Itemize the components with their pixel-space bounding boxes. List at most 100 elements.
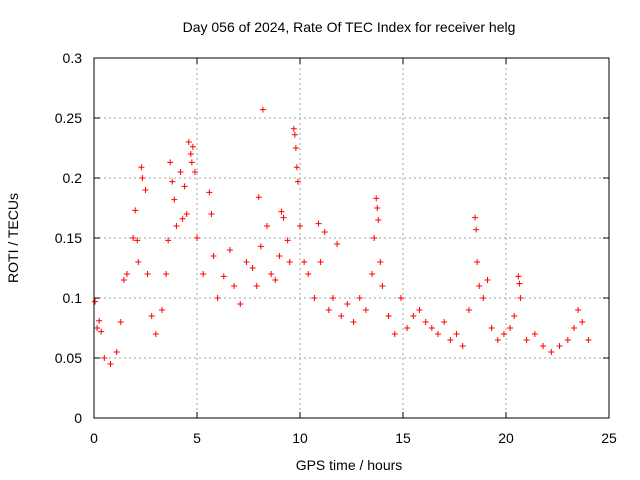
data-point: [231, 283, 238, 289]
data-point: [272, 277, 279, 283]
data-point: [264, 223, 271, 229]
data-point: [163, 271, 170, 277]
data-point: [123, 271, 130, 277]
data-points: [92, 106, 592, 367]
data-point: [220, 273, 227, 280]
chart-title: Day 056 of 2024, Rate Of TEC Index for r…: [183, 19, 516, 35]
data-point: [113, 349, 120, 355]
data-point: [473, 226, 480, 233]
data-point: [500, 331, 507, 337]
x-tick-label: 20: [498, 430, 514, 446]
data-point: [585, 337, 592, 343]
data-point: [134, 237, 141, 244]
data-point: [144, 271, 151, 277]
data-point: [179, 215, 186, 222]
data-point: [362, 307, 369, 313]
data-point: [286, 259, 293, 265]
data-point: [570, 325, 577, 331]
data-point: [379, 283, 386, 289]
data-point: [249, 265, 256, 271]
data-point: [173, 223, 180, 229]
data-point: [371, 235, 378, 241]
data-point: [96, 317, 103, 324]
data-point: [516, 280, 523, 287]
data-point: [188, 159, 195, 166]
data-point: [237, 301, 244, 307]
data-point: [148, 313, 155, 319]
data-point: [169, 178, 176, 185]
data-point: [280, 214, 287, 221]
data-point: [177, 169, 184, 175]
data-point: [191, 169, 198, 175]
data-point: [397, 295, 404, 301]
data-point: [107, 361, 114, 367]
x-axis-label: GPS time / hours: [296, 457, 403, 473]
data-point: [94, 325, 101, 331]
data-point: [297, 223, 303, 229]
data-point: [117, 319, 124, 325]
data-point: [344, 301, 351, 307]
data-point: [226, 247, 233, 253]
data-point: [410, 313, 417, 319]
data-point: [139, 175, 146, 181]
data-point: [480, 295, 487, 301]
data-point: [377, 259, 384, 265]
data-point: [356, 295, 363, 301]
data-point: [135, 259, 142, 265]
data-point: [374, 205, 381, 211]
data-point: [305, 271, 312, 277]
data-point: [181, 183, 188, 190]
data-point: [138, 164, 145, 171]
data-point: [292, 145, 299, 151]
data-point: [435, 331, 442, 337]
x-tick-label: 5: [193, 430, 201, 446]
data-point: [459, 343, 466, 349]
y-tick-label: 0.15: [55, 230, 82, 246]
data-point: [416, 307, 423, 313]
data-point: [447, 337, 454, 343]
data-point: [315, 220, 322, 227]
data-point: [167, 159, 174, 166]
data-point: [391, 331, 398, 337]
data-point: [120, 277, 127, 283]
data-point: [257, 243, 264, 250]
data-point: [290, 125, 297, 132]
data-point: [130, 235, 137, 241]
data-point: [523, 337, 530, 343]
plot-frame: [93, 57, 610, 419]
data-point: [200, 271, 207, 277]
data-point: [369, 271, 376, 277]
data-point: [142, 187, 149, 193]
data-point: [321, 229, 328, 235]
data-point: [548, 349, 555, 355]
data-point: [291, 131, 298, 138]
data-point: [206, 189, 213, 196]
data-point: [556, 343, 563, 349]
grid-lines: [94, 58, 609, 418]
data-point: [540, 343, 547, 349]
data-point: [255, 194, 262, 201]
data-point: [385, 313, 392, 319]
data-point: [98, 328, 105, 335]
data-point: [189, 143, 196, 150]
data-point: [268, 271, 275, 277]
x-tick-label: 0: [90, 430, 98, 446]
y-tick-label: 0.05: [55, 350, 82, 366]
data-point: [259, 106, 266, 113]
data-point: [511, 313, 518, 319]
data-point: [517, 295, 524, 301]
x-tick-label: 25: [601, 430, 617, 446]
data-point: [428, 325, 435, 331]
y-axis-label: ROTI / TECUs: [5, 193, 21, 283]
data-point: [158, 307, 165, 313]
data-point: [171, 196, 178, 203]
data-point: [185, 139, 192, 145]
data-point: [253, 283, 260, 289]
data-point: [338, 313, 345, 319]
data-point: [276, 253, 283, 259]
data-point: [152, 331, 159, 337]
data-point: [484, 277, 491, 283]
data-point: [488, 325, 495, 331]
data-point: [132, 207, 139, 214]
